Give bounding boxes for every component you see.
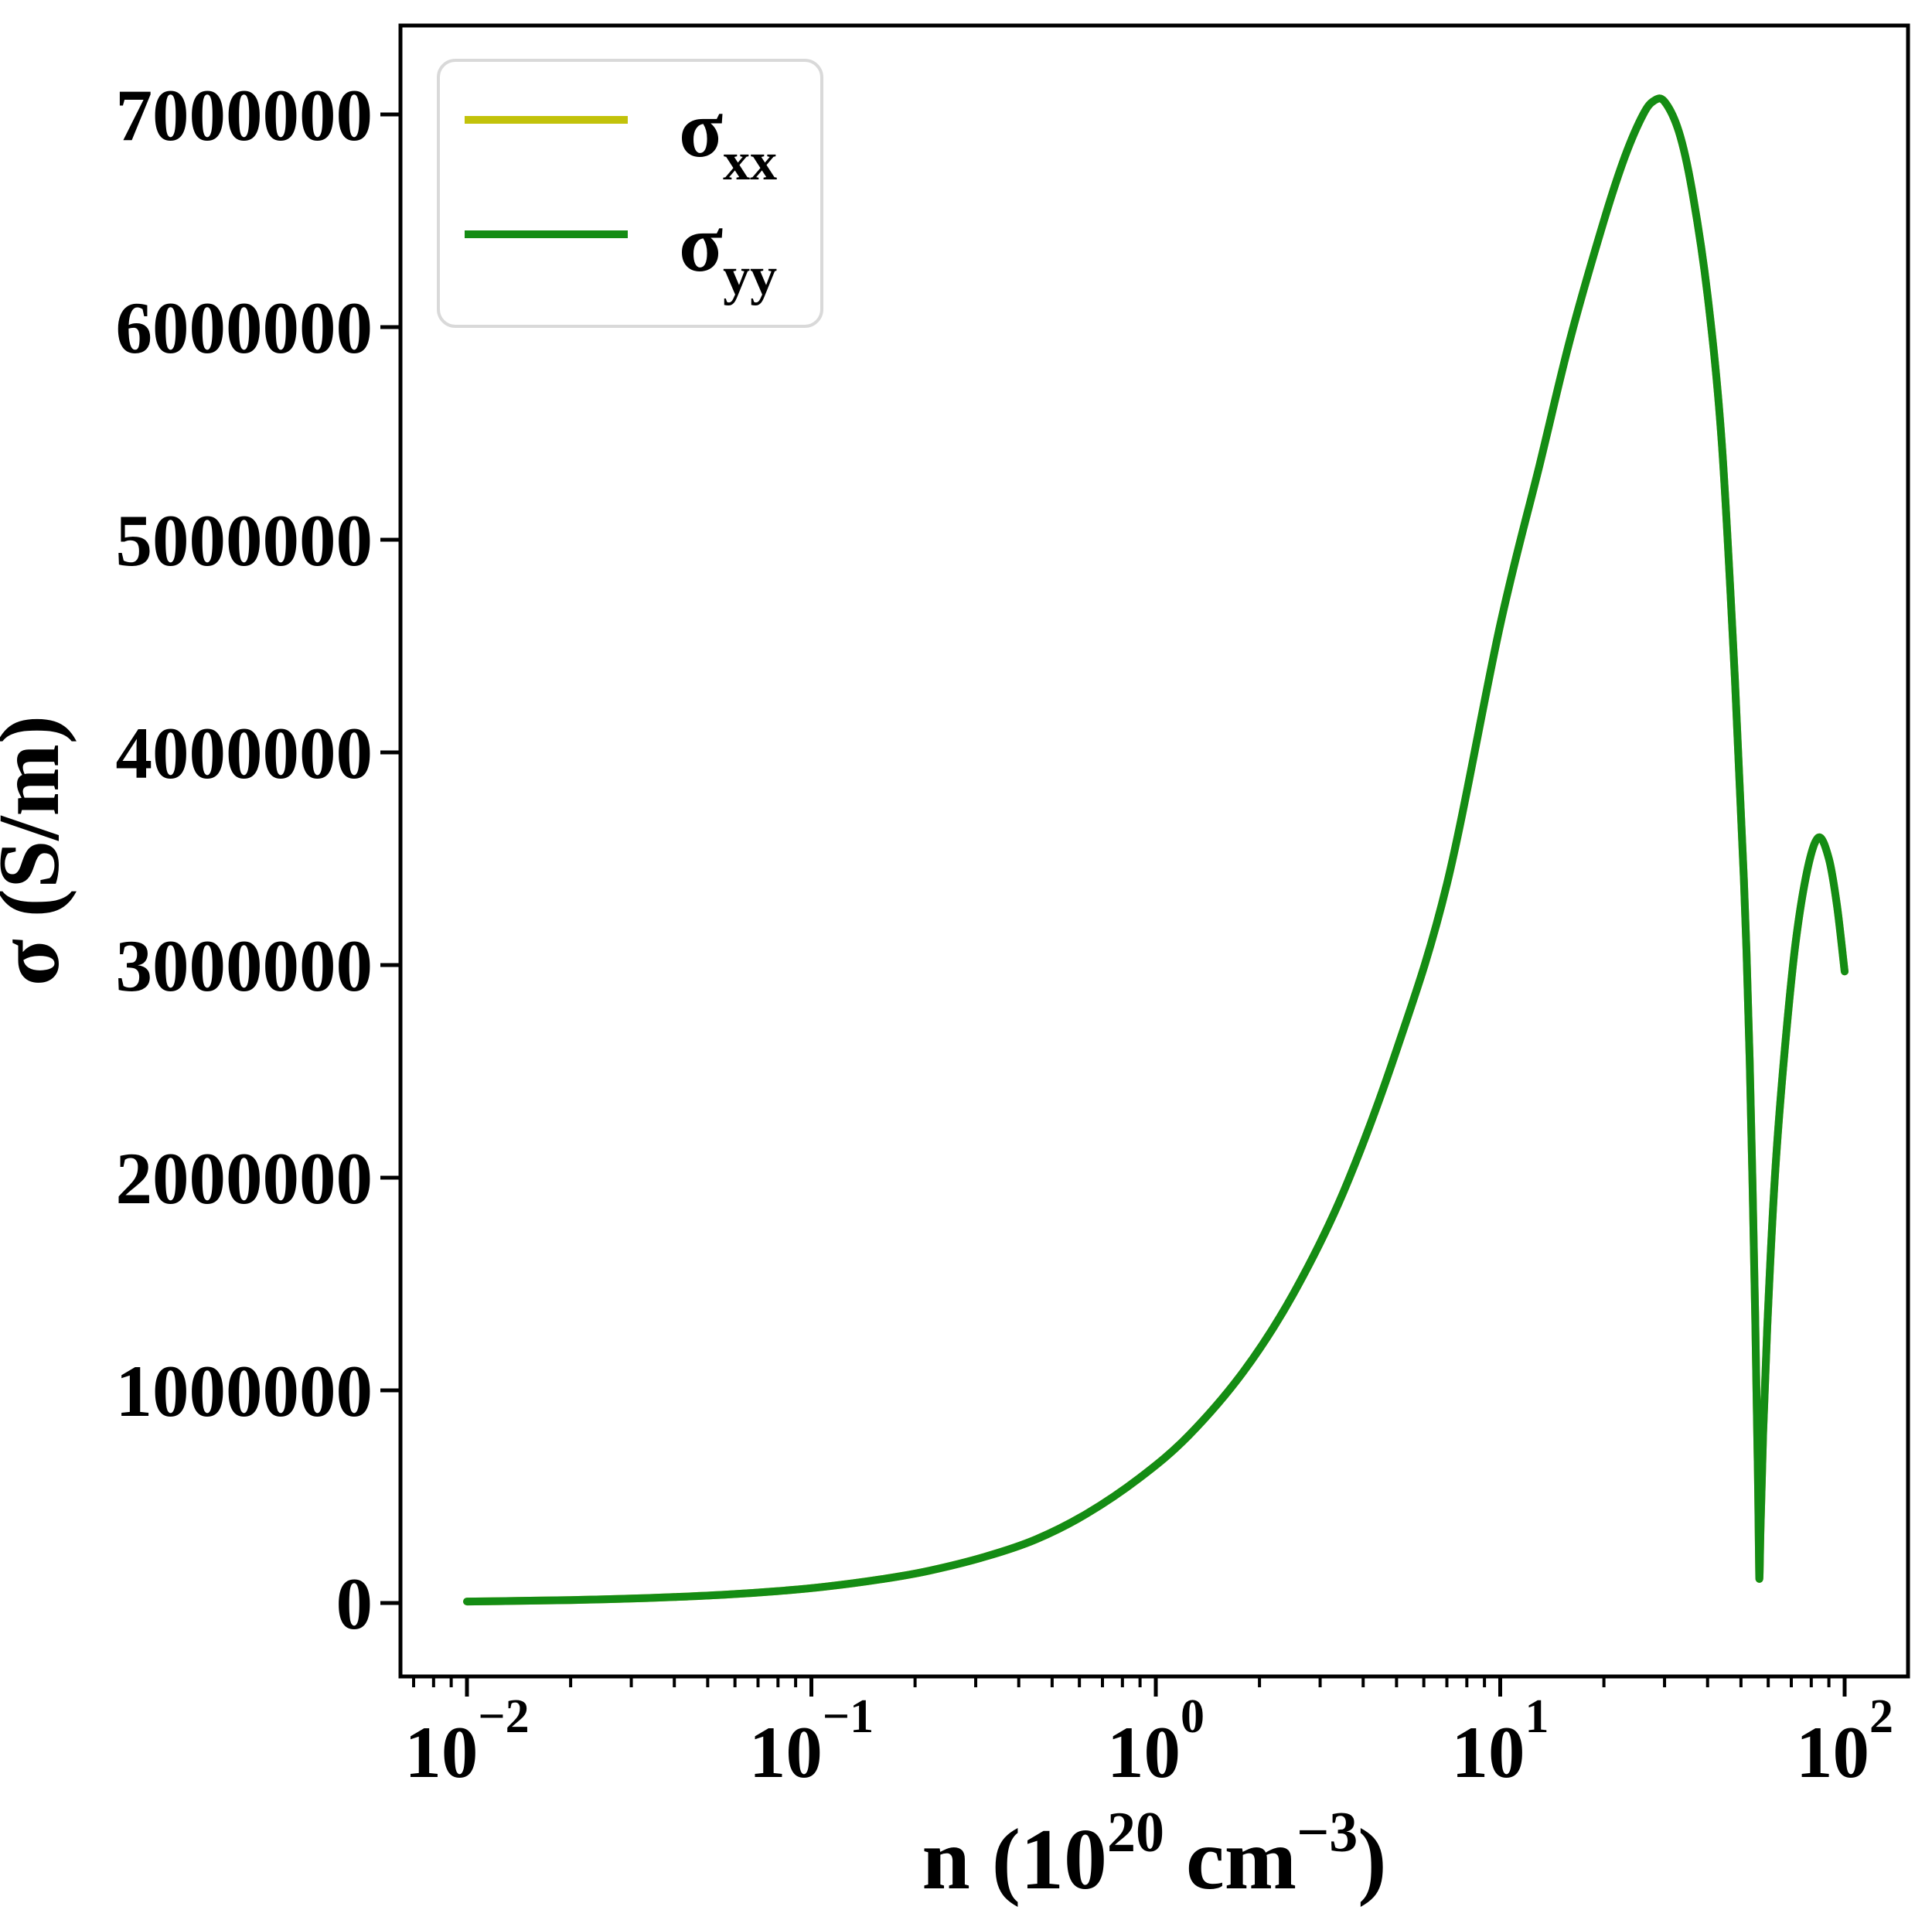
y-tick-label: 7000000 (116, 74, 373, 156)
y-tick-label: 1000000 (116, 1350, 373, 1432)
x-axis-label: n (1020 cm−3) (922, 1801, 1386, 1908)
y-axis: 0 1000000 2000000 3000000 4000000 5000000 6000… (116, 74, 400, 1645)
x-tick-label: 102 (1796, 1690, 1893, 1793)
x-tick-label: 100 (1107, 1690, 1205, 1793)
y-tick-label: 5000000 (116, 500, 373, 582)
x-tick-label: 10−2 (404, 1690, 529, 1793)
legend-label-sigma_yy: σyy (679, 198, 777, 306)
y-tick-label: 3000000 (116, 925, 373, 1007)
x-axis: 10−2 10−1 100 101 102 (404, 1676, 1893, 1793)
y-tick-label: 2000000 (116, 1137, 373, 1219)
y-tick-label: 0 (336, 1563, 373, 1645)
legend-label-sigma_xx: σxx (679, 84, 777, 192)
y-tick-label: 4000000 (116, 712, 373, 794)
curve-sigma_yy (463, 94, 1849, 1606)
x-tick-label: 10−1 (749, 1690, 874, 1793)
legend-box (437, 59, 823, 328)
y-tick-label: 6000000 (116, 287, 373, 369)
series-group (463, 94, 1849, 1606)
y-axis-label: σ (S/m) (0, 715, 77, 986)
x-tick-label: 101 (1452, 1690, 1549, 1793)
